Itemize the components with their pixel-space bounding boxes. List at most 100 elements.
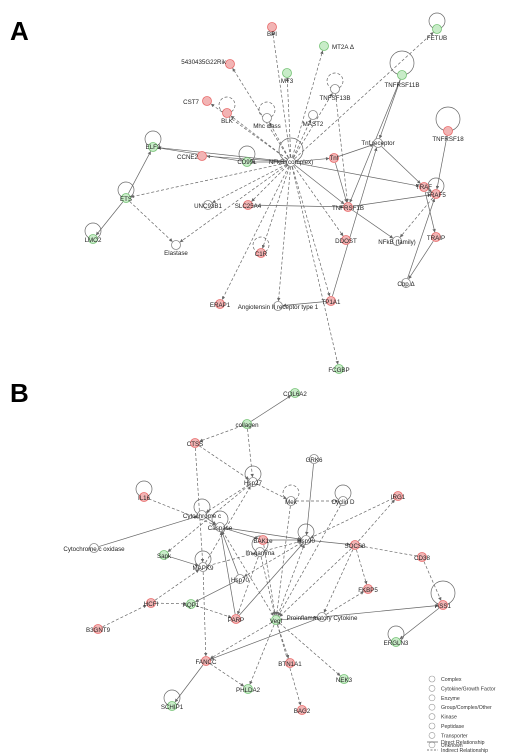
edge-b-56 [210, 618, 318, 660]
edge-a-39 [129, 201, 173, 242]
node-mt3[interactable]: MT3 [281, 68, 294, 86]
node-unc93b1[interactable]: UNC93B1 [194, 200, 222, 211]
node-shape-mek [286, 496, 296, 506]
node-cytcox[interactable]: Cytochrome c oxidase [63, 543, 125, 554]
node-ass1[interactable]: ASS1 [435, 600, 451, 611]
edge-b-47 [278, 505, 341, 616]
node-grk6[interactable]: GRK6 [306, 454, 323, 465]
node-sapk[interactable]: Sapk [157, 550, 172, 561]
edge-b-15 [98, 515, 198, 547]
node-mek[interactable]: Mek [285, 496, 298, 507]
node-shape-ifng [255, 547, 265, 557]
node-cytc[interactable]: Cytochrome c [183, 510, 221, 521]
node-epsti1[interactable]: ERGLN3 [384, 637, 409, 648]
node-shape-hsp27 [248, 477, 258, 487]
node-blk[interactable]: BLK [221, 108, 234, 126]
edge-a-6 [210, 103, 288, 160]
node-tp1a1[interactable]: TP1A1 [322, 296, 341, 307]
edge-b-10 [205, 517, 217, 525]
node-hsp90[interactable]: Hsp90 [297, 535, 315, 546]
node-tnfrsf11b[interactable]: TNFRSF11B [385, 70, 420, 90]
node-cd38[interactable]: CD38 [414, 552, 430, 563]
node-erap1[interactable]: ERAP1 [210, 299, 231, 310]
node-slc25a4[interactable]: SLC25A4 [235, 200, 262, 211]
node-phlda2[interactable]: PHLDA2 [236, 684, 261, 695]
edge-a-34 [351, 209, 394, 239]
node-tnf[interactable]: Tnf [329, 153, 339, 163]
node-traip[interactable]: TRAIP [427, 232, 445, 243]
node-cd99[interactable]: CD99L [237, 157, 257, 167]
node-tnfrsf1b[interactable]: TNFRSF1B [332, 202, 364, 213]
node-shape-fetub [432, 24, 442, 34]
node-caspase[interactable]: Caspase [208, 522, 233, 533]
node-fcgbp[interactable]: FCGBP [328, 364, 350, 375]
node-cycd[interactable]: Cyclin D [331, 496, 355, 507]
node-ifng[interactable]: Ifn gamma [245, 547, 275, 558]
node-shape-tnfrsf11b [397, 70, 407, 80]
node-ccne2[interactable]: CCNE2 [177, 151, 207, 162]
node-btn1a1[interactable]: BTN1A1 [278, 658, 302, 669]
node-elf3[interactable]: ELF3 [146, 142, 161, 152]
node-fancc[interactable]: FANCC [196, 656, 218, 667]
node-bag2[interactable]: BAG2 [294, 705, 311, 716]
node-shape-ass1 [438, 600, 448, 610]
node-ctss[interactable]: CTSS [187, 438, 204, 449]
node-proinf[interactable]: Proinflammatory Cytokine [287, 612, 358, 623]
node-label-fancc: FANCC [196, 659, 218, 666]
node-parp[interactable]: PARP [228, 614, 244, 625]
legend-label-complex: Complex [441, 677, 462, 683]
node-nfkb[interactable]: NFkB (complex) [269, 157, 313, 167]
edge-b-35 [399, 607, 440, 640]
node-hcfc1[interactable]: HCFI [144, 598, 159, 609]
node-shape-sapk [159, 550, 169, 560]
edge-a-46 [332, 147, 378, 297]
node-tnfsf13b[interactable]: TNFSF13B [320, 84, 351, 103]
edge-a-5 [293, 92, 333, 158]
edge-b-44 [210, 622, 272, 659]
node-ets[interactable]: ETS [120, 193, 132, 204]
node-nfkbf[interactable]: NFkB (family) [378, 236, 416, 247]
node-nek3[interactable]: NEK3 [336, 674, 353, 685]
node-aqp1[interactable]: AQP1 [183, 599, 200, 610]
node-schip1[interactable]: SCHIP1 [161, 701, 184, 712]
node-agtr[interactable]: Angiotensin II receptor type 1 [238, 301, 319, 312]
edge-b-39 [174, 664, 204, 703]
node-elastase[interactable]: Elastase [164, 240, 188, 258]
edge-a-2 [292, 50, 324, 158]
node-mt2a[interactable]: MT2A Δ [319, 41, 355, 52]
node-shape-bak1 [258, 535, 268, 545]
node-ddost[interactable]: DDOST [335, 235, 357, 246]
node-lmo2[interactable]: LMO2 [85, 234, 102, 245]
node-mhc[interactable]: Mhc class [253, 113, 281, 131]
node-hsp70[interactable]: Hsp70 [231, 574, 249, 585]
node-il16[interactable]: IL16 [138, 492, 151, 503]
node-c1r[interactable]: C1R [255, 248, 268, 259]
node-fetub[interactable]: FETUB [427, 24, 447, 43]
node-traf[interactable]: TRAF [416, 182, 432, 192]
node-bak1[interactable]: BAK1e [253, 535, 273, 546]
node-tnfrsf18[interactable]: TNFRSF18 [432, 126, 464, 144]
node-bpi[interactable]: BPI [267, 22, 277, 39]
node-socs3[interactable]: SOCS3 [345, 540, 367, 551]
node-mast2[interactable]: MAST2 [303, 110, 324, 129]
node-col6a2[interactable]: COL6A2 [283, 388, 307, 399]
node-rik[interactable]: 5430435G22Rik [181, 59, 235, 69]
panel-label-a: A [10, 16, 29, 46]
node-label-mast2: MAST2 [303, 121, 324, 128]
node-cst7[interactable]: CST7 [183, 96, 212, 107]
node-hsp27[interactable]: Hsp27 [244, 477, 262, 488]
node-irg1[interactable]: IRG1 [391, 491, 406, 502]
node-traf5[interactable]: TRAF5 [426, 189, 446, 200]
edge-a-38 [128, 151, 151, 194]
node-collagen[interactable]: collagen [235, 419, 259, 430]
node-mapk9[interactable]: MAPK9 [193, 562, 215, 573]
node-shape-phlda2 [243, 684, 253, 694]
node-label-rik: 5430435G22Rik [181, 59, 227, 66]
node-label-cst7: CST7 [183, 99, 199, 106]
node-fkbp5[interactable]: FKBP5 [358, 584, 378, 595]
node-tnfr[interactable]: Tnf receptor [361, 138, 395, 148]
legend-line-label-solid: Direct Relationship [441, 740, 485, 746]
node-b3gnt9[interactable]: B3GNT9 [86, 624, 111, 635]
node-vegf[interactable]: Vegf [270, 615, 283, 626]
node-cbp[interactable]: Cbp Δ [397, 278, 415, 289]
